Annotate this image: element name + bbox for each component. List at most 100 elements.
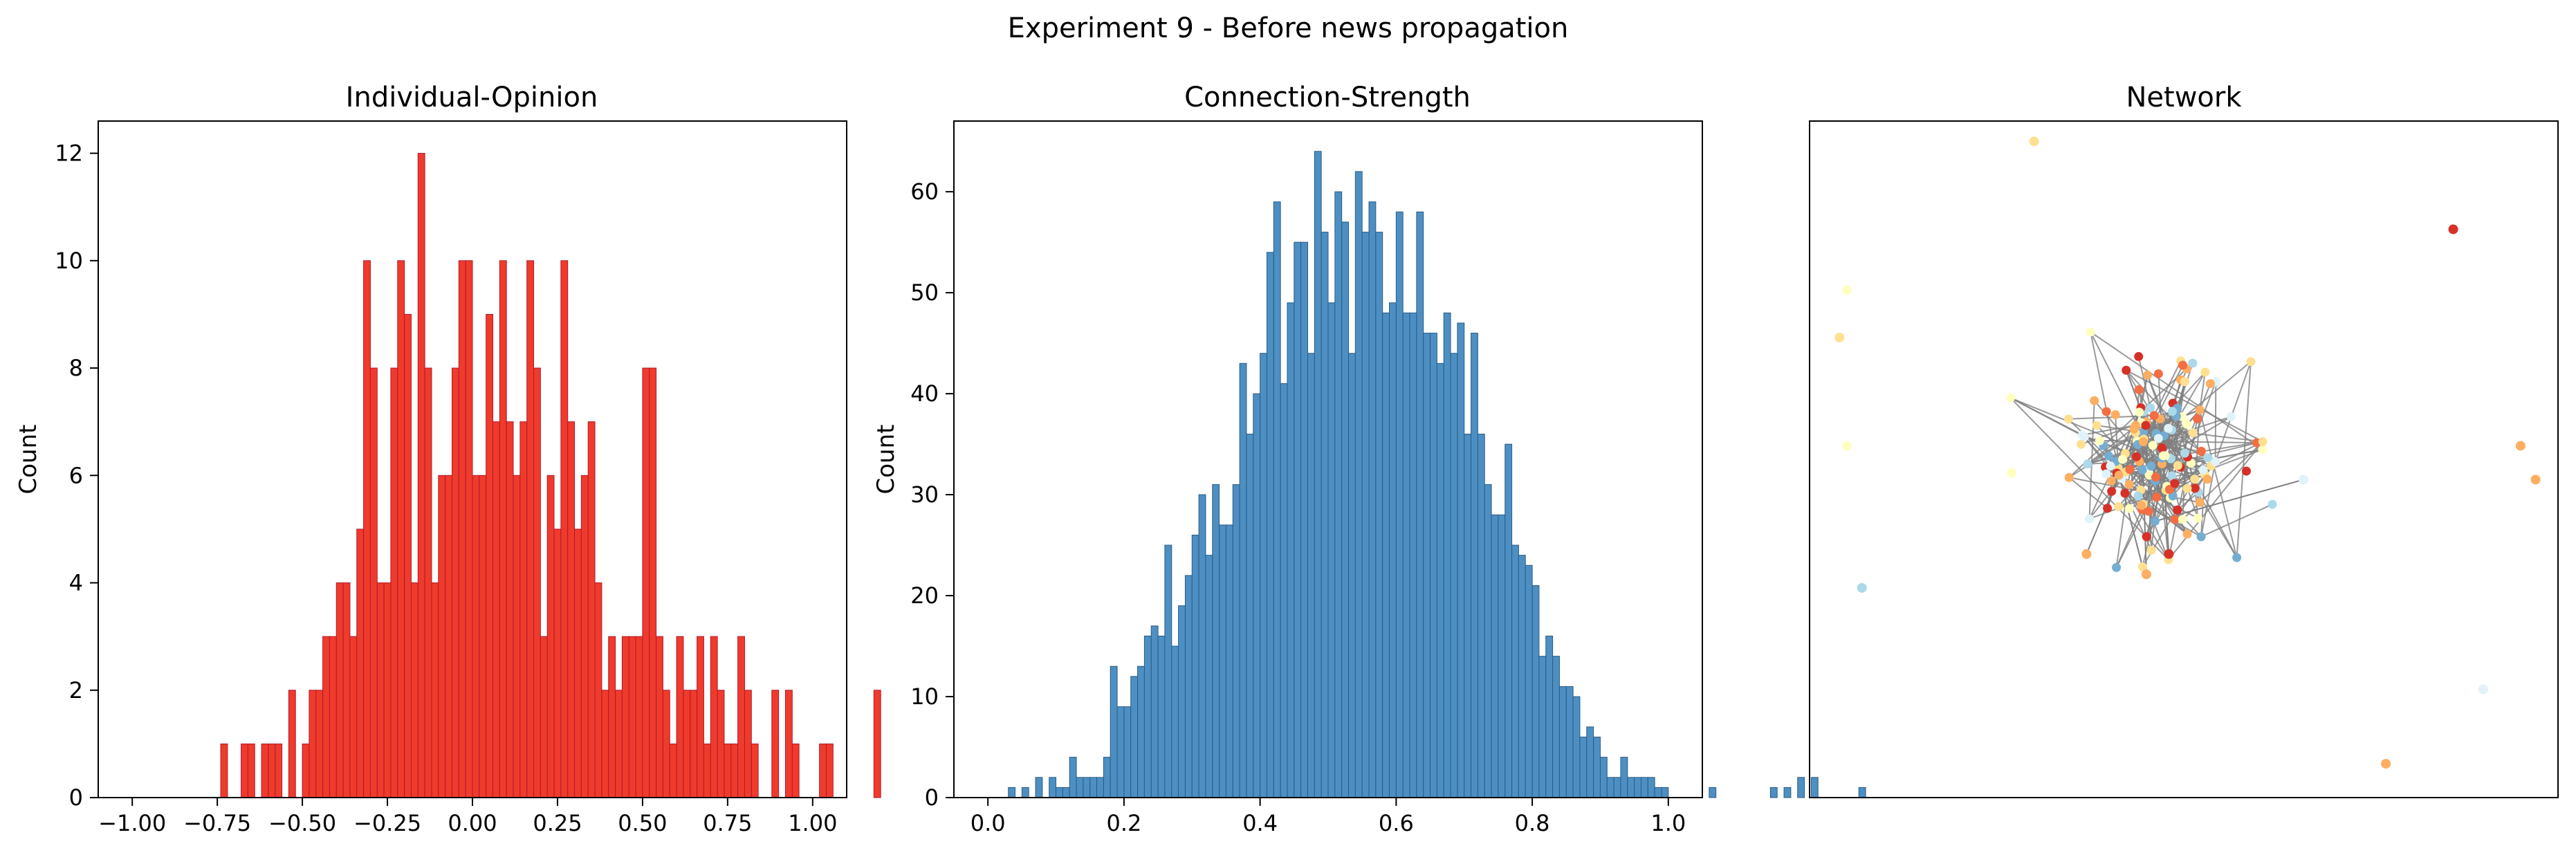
network-node: [2182, 419, 2191, 429]
network-node: [1857, 582, 1867, 593]
network-node: [2125, 465, 2135, 475]
network-edge: [2010, 397, 2085, 438]
network-node: [2173, 461, 2182, 470]
strength-histogram-ytick-label: 30: [910, 481, 939, 508]
opinion-histogram-bar: [322, 636, 330, 798]
opinion-histogram-bar: [703, 743, 711, 798]
strength-histogram-ticks: 0.0 0.2 0.4 0.6 0.8 1.0 0 10 20 30 40 50 60: [910, 178, 1686, 836]
network-node: [2170, 479, 2180, 488]
strength-histogram-bar: [1239, 362, 1247, 798]
strength-histogram-bar: [1511, 544, 1519, 798]
strength-histogram-bar: [1103, 757, 1111, 798]
strength-histogram-bar: [1382, 312, 1390, 798]
network-node: [2142, 532, 2151, 542]
opinion-histogram-bar: [390, 367, 398, 798]
opinion-histogram-bar: [601, 690, 609, 798]
network-edge: [2236, 361, 2252, 558]
strength-histogram-bar: [1518, 555, 1526, 798]
network-node: [2114, 470, 2124, 480]
strength-histogram-bar: [1089, 777, 1098, 798]
strength-histogram-bar: [1171, 645, 1179, 798]
network-node: [2063, 414, 2073, 424]
network-title: Network: [2126, 82, 2242, 113]
network-node: [2077, 439, 2086, 449]
network-node: [2246, 357, 2256, 367]
strength-histogram-xtick-label: 0.4: [1242, 810, 1278, 836]
opinion-histogram-bar: [397, 260, 405, 798]
network-node: [2029, 136, 2039, 147]
network-node: [2202, 475, 2212, 484]
network-node: [2152, 493, 2162, 502]
opinion-histogram-bar: [819, 743, 827, 798]
strength-histogram-ytick-label: 10: [910, 683, 939, 710]
network-node: [2164, 549, 2174, 559]
opinion-histogram-bar: [424, 367, 432, 798]
strength-histogram-bar: [1545, 635, 1554, 798]
strength-histogram-ytick-label: 0: [925, 784, 939, 811]
strength-histogram-ytick-label: 20: [910, 582, 939, 609]
strength-histogram-bar: [1647, 777, 1655, 798]
network-node: [2139, 437, 2149, 447]
network-node: [2195, 405, 2205, 415]
strength-histogram-bar: [1184, 575, 1193, 798]
network-node: [2151, 472, 2160, 482]
opinion-histogram-bar: [669, 743, 677, 798]
network-node: [1842, 285, 1852, 295]
opinion-histogram-xtick-label: −1.00: [98, 810, 166, 836]
network-node: [2107, 486, 2117, 496]
network-node: [2148, 441, 2158, 450]
opinion-histogram-bar: [247, 743, 255, 798]
strength-histogram-ytick-label: 50: [910, 279, 939, 306]
opinion-histogram-ytick-label: 0: [69, 784, 83, 811]
strength-histogram-bar: [1327, 302, 1336, 798]
network-frame: [1809, 120, 2559, 798]
opinion-histogram-bar: [493, 421, 500, 798]
strength-histogram-bar: [1620, 757, 1628, 798]
strength-histogram-bar: [1552, 656, 1560, 798]
network-nodes: [1834, 136, 2541, 769]
network-edge: [2199, 410, 2238, 558]
opinion-histogram-bar: [873, 690, 881, 798]
network-node: [2081, 549, 2092, 559]
network-edge: [2126, 369, 2263, 443]
opinion-histogram-bar: [486, 313, 494, 798]
opinion-histogram-bar: [513, 475, 521, 798]
strength-histogram-bar: [1409, 312, 1417, 798]
opinion-histogram-xtick-label: −0.50: [268, 810, 336, 836]
strength-histogram-bar: [1654, 787, 1662, 798]
network-node: [2193, 513, 2202, 523]
network-node: [2120, 488, 2130, 498]
strength-histogram-bar: [1599, 757, 1608, 798]
network-edge: [2090, 331, 2263, 450]
figure-title: Experiment 9 - Before news propagation: [1008, 12, 1569, 44]
strength-histogram-bar: [1477, 434, 1485, 798]
network-node: [2515, 441, 2526, 451]
network-node: [2106, 461, 2115, 471]
opinion-histogram-xtick-label: 1.00: [788, 810, 837, 836]
strength-histogram-bar: [1593, 736, 1601, 798]
network-node: [2190, 475, 2200, 484]
network-node: [2133, 491, 2143, 501]
opinion-histogram-bar: [724, 743, 732, 798]
opinion-histogram-bar: [560, 260, 569, 798]
network-node: [2086, 327, 2095, 337]
network-node: [2157, 443, 2166, 453]
strength-histogram-bar: [1191, 534, 1199, 798]
strength-histogram-bar: [1123, 706, 1132, 798]
opinion-histogram-bar: [580, 475, 589, 798]
network-node: [2106, 476, 2116, 486]
network-node: [2180, 448, 2189, 458]
strength-histogram-bars: [1008, 151, 1866, 798]
strength-histogram-bar: [1232, 484, 1240, 798]
strength-histogram-bar: [1810, 777, 1819, 798]
network-node: [2141, 569, 2151, 580]
network-node: [2134, 351, 2144, 361]
strength-histogram-bar: [1430, 333, 1437, 798]
network-edge: [2009, 397, 2169, 560]
opinion-histogram-bar: [465, 260, 473, 798]
opinion-histogram-ytick-label: 10: [55, 248, 83, 274]
opinion-histogram-bar: [417, 153, 425, 798]
network-node: [2143, 370, 2153, 380]
strength-histogram-bar: [1260, 353, 1267, 798]
